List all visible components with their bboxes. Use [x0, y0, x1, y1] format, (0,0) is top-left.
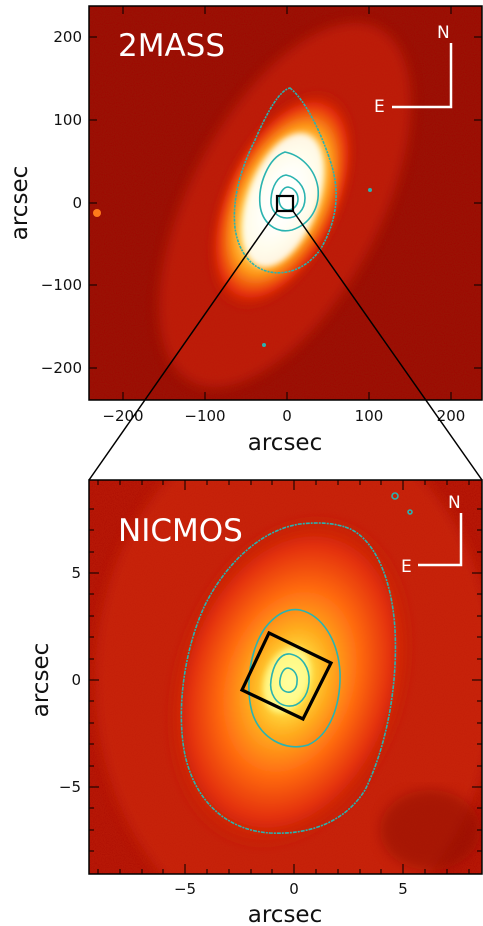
y-axis-label: arcsec — [28, 643, 54, 717]
compass-arrows — [418, 513, 463, 567]
y-axis-label: arcsec — [7, 166, 33, 240]
x-tick-label: 0 — [282, 407, 292, 425]
2mass-ticks — [89, 6, 482, 400]
x-tick-label: 200 — [437, 407, 466, 425]
x-axis-label: arcsec — [248, 430, 322, 456]
2mass-image — [89, 6, 482, 400]
y-tick-label: 5 — [71, 564, 81, 582]
east-label: E — [401, 557, 412, 577]
x-axis-label: arcsec — [248, 902, 322, 926]
x-tick-label: 0 — [289, 880, 299, 898]
nicmos-contours — [180, 492, 413, 834]
north-label: N — [437, 23, 450, 43]
x-tick-label: 100 — [355, 407, 384, 425]
x-tick-label: 5 — [398, 880, 408, 898]
nicmos-compass: N E — [401, 493, 463, 577]
nicmos-field-box — [275, 194, 295, 213]
x-tick-label: −100 — [184, 407, 225, 425]
nicmos-ticks — [89, 480, 482, 874]
nicmos-image — [89, 480, 482, 874]
y-tick-label: 200 — [53, 28, 82, 46]
panel-nicmos: NICMOS N E 5 0 −5 −5 0 5 arcsec arcsec — [28, 479, 483, 926]
panel-2mass: 2MASS N E 200 100 0 −100 −200 −200 −100 … — [7, 5, 483, 456]
y-tick-label: −100 — [41, 276, 82, 294]
2mass-compass: N E — [374, 23, 453, 117]
east-label: E — [374, 97, 385, 117]
y-tick-label: 0 — [71, 671, 81, 689]
y-tick-label: 0 — [72, 194, 82, 212]
y-tick-label: −5 — [59, 778, 81, 796]
zoom-connector-lines — [88, 210, 483, 481]
compass-arrows — [392, 43, 453, 109]
north-label: N — [448, 493, 461, 513]
x-tick-label: −5 — [174, 880, 196, 898]
x-tick-label: −200 — [102, 407, 143, 425]
2mass-title: 2MASS — [118, 28, 225, 64]
y-tick-label: −200 — [41, 359, 82, 377]
nicmos-title: NICMOS — [118, 513, 243, 549]
nicmos-minor-ticks — [89, 480, 482, 874]
y-tick-label: 100 — [53, 111, 82, 129]
aperture-box — [239, 630, 334, 722]
nicmos-frame — [88, 479, 483, 875]
